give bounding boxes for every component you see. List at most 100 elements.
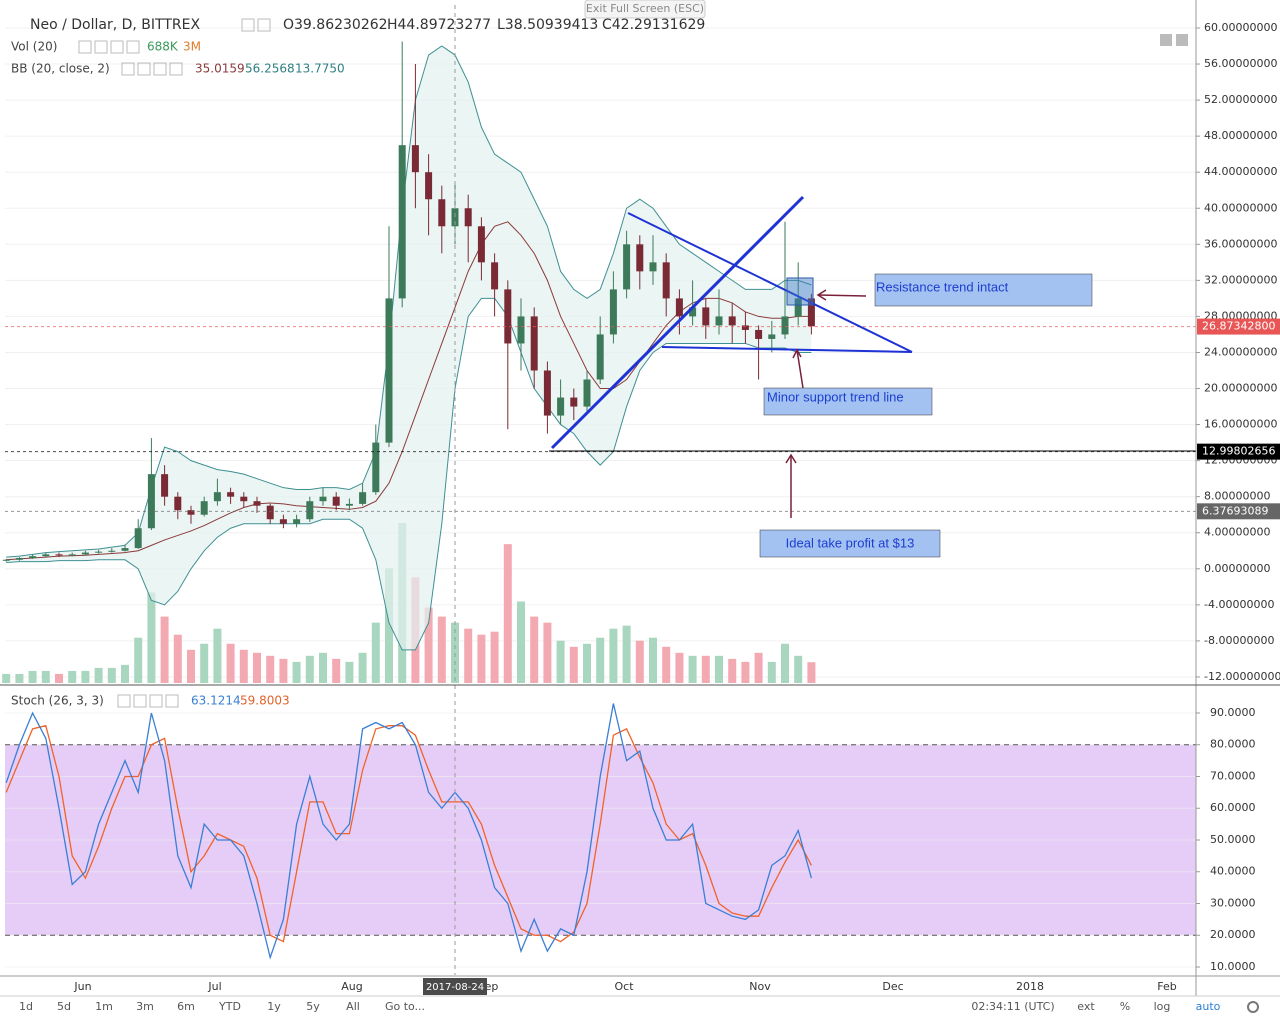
crosshair-label-box [423, 978, 487, 995]
y-tick-label: 20.0000 [1210, 928, 1256, 941]
indicator-value: 688K [147, 40, 179, 54]
trend-line [550, 195, 805, 450]
candle-body [306, 501, 314, 520]
volume-bar [464, 628, 473, 683]
y-tick-label: 0.00000000 [1204, 562, 1270, 575]
candle-body [755, 329, 763, 339]
candle-body [504, 289, 512, 344]
indicator-name: BB (20, close, 2) [11, 62, 110, 76]
option-button[interactable]: auto [1196, 1000, 1221, 1013]
candle-body [675, 298, 683, 317]
range-button[interactable]: 5d [57, 1000, 71, 1013]
candle-body [2, 559, 10, 561]
candle-body [240, 496, 248, 502]
candle-body [108, 550, 116, 552]
candle-body [477, 226, 485, 263]
range-button[interactable]: 3m [136, 1000, 154, 1013]
annotation: Minor support trend line [767, 389, 904, 404]
volume-bar [635, 640, 644, 683]
volume-bar [596, 637, 605, 683]
volume-bar [543, 622, 552, 683]
option-button[interactable]: log [1154, 1000, 1171, 1013]
volume-bar [160, 616, 169, 683]
candle-body [121, 548, 129, 551]
volume-bar [701, 655, 710, 683]
y-tick-label: 8.00000000 [1204, 490, 1270, 503]
range-button[interactable]: All [346, 1000, 360, 1013]
volume-bar [81, 670, 90, 683]
candle-body [187, 510, 195, 515]
x-tick-label: Feb [1157, 980, 1176, 993]
icon[interactable] [241, 18, 255, 32]
candle-body [491, 262, 499, 290]
volume-bar [253, 652, 261, 683]
ohlc: H44.89723277 [387, 17, 491, 33]
legend-icons[interactable] [78, 40, 183, 708]
volume-bar [292, 661, 301, 683]
candle-body [689, 307, 697, 317]
icon[interactable] [257, 18, 271, 32]
volume-bar [675, 652, 684, 683]
volume-bar [385, 568, 393, 683]
volume-bar [371, 622, 380, 683]
volume-bar [477, 634, 486, 683]
range-button[interactable]: 1y [267, 1000, 281, 1013]
volume-bar [358, 652, 367, 683]
range-button[interactable]: Go to... [385, 1000, 425, 1013]
candle-body [398, 145, 406, 299]
range-button[interactable]: 6m [177, 1000, 195, 1013]
y-tick-label: -4.00000000 [1204, 598, 1274, 611]
candle-body [134, 528, 142, 549]
range-button[interactable]: 1m [95, 1000, 113, 1013]
range-button[interactable]: 1d [19, 1000, 33, 1013]
range-button[interactable]: 5y [306, 1000, 320, 1013]
pane-button[interactable] [1176, 34, 1188, 46]
y-tick-label: 50.0000 [1210, 833, 1256, 846]
candle-body [662, 262, 670, 299]
volume-bar [55, 673, 63, 683]
y-tick-label: -12.00000000 [1204, 670, 1280, 683]
volume-bar [41, 670, 50, 683]
range-button[interactable]: YTD [218, 1000, 241, 1013]
y-tick-label: 20.00000000 [1204, 382, 1277, 395]
volume-bar [266, 655, 275, 683]
candle-body [464, 208, 472, 227]
volume-bar [437, 616, 446, 683]
candle-body [372, 442, 380, 493]
volume-bar [173, 634, 182, 683]
x-tick-label: Oct [614, 980, 634, 993]
candle-body [42, 554, 50, 557]
option-button[interactable]: % [1120, 1000, 1130, 1013]
price-pane: 60.00000000 56.00000000 52.00000000 48.0000… [2, 21, 1280, 683]
volume-bar [569, 646, 578, 683]
price-label: 6.37693089 [1202, 504, 1268, 517]
symbol: Neo / Dollar, D, BITTREX [30, 17, 200, 33]
x-tick-label: Jul [207, 980, 221, 993]
pane-button[interactable] [1160, 34, 1172, 46]
volume-bar [121, 664, 129, 683]
crosshair-label: 2017-08-24 [426, 982, 484, 993]
x-tick-label: Nov [749, 980, 771, 993]
volume-bar [556, 640, 565, 683]
candle-body [543, 370, 551, 416]
y-tick-label: 16.00000000 [1204, 418, 1277, 431]
indicator-value: 3M [183, 40, 201, 54]
volume-bar [345, 661, 354, 683]
candle-body [570, 397, 578, 407]
settings-button[interactable] [1247, 1001, 1259, 1013]
candle-body [161, 474, 169, 497]
exit-fullscreen[interactable] [584, 0, 706, 19]
candle-body [623, 244, 631, 290]
y-tick-label: 30.0000 [1210, 896, 1256, 909]
volume-bar [767, 661, 776, 683]
toolbar: 1d 5d 1m 3m 6m YTD 1y 5y All Go to... 02:34:11 (UT… [19, 1000, 1259, 1013]
candle-body [253, 501, 261, 506]
candle-body [411, 145, 419, 173]
volume-bar [15, 673, 24, 683]
candle-body [596, 334, 604, 380]
volume-bar [715, 655, 723, 683]
candle-body [517, 316, 525, 344]
option-button[interactable]: ext [1077, 1000, 1095, 1013]
